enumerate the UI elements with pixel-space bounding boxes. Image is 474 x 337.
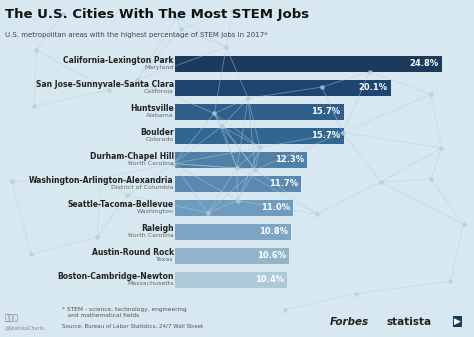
Text: Washington-Arlington-Alexandria: Washington-Arlington-Alexandria: [29, 176, 173, 185]
Point: [59, 11, 67, 17]
Point: [318, 84, 326, 90]
Point: [281, 307, 289, 312]
Point: [366, 69, 374, 74]
Point: [105, 87, 113, 93]
Point: [339, 130, 346, 135]
Text: 10.8%: 10.8%: [259, 227, 288, 237]
Bar: [175, 56, 442, 72]
Point: [97, 175, 105, 181]
Point: [229, 8, 237, 13]
Text: 10.6%: 10.6%: [257, 251, 286, 261]
Text: Seattle-Tacoma-Bellevue: Seattle-Tacoma-Bellevue: [67, 200, 173, 209]
Bar: [175, 152, 307, 168]
Text: Raleigh: Raleigh: [141, 224, 173, 233]
Text: @StatistaCharts: @StatistaCharts: [5, 325, 45, 330]
Point: [204, 210, 211, 215]
Point: [427, 92, 435, 97]
Text: 11.7%: 11.7%: [269, 179, 298, 188]
Text: Alabama: Alabama: [146, 113, 173, 118]
Text: 11.0%: 11.0%: [261, 204, 290, 212]
Point: [233, 165, 241, 171]
Text: 20.1%: 20.1%: [359, 83, 388, 92]
Point: [256, 145, 264, 150]
Bar: [175, 176, 301, 192]
Text: ⒸⓘⒺ: ⒸⓘⒺ: [5, 313, 18, 323]
Text: U.S. metropolitan areas with the highest percentage of STEM jobs in 2017*: U.S. metropolitan areas with the highest…: [5, 32, 267, 38]
Text: Huntsville: Huntsville: [130, 104, 173, 113]
Point: [93, 235, 101, 240]
Point: [438, 145, 445, 151]
Point: [222, 44, 230, 50]
Point: [133, 78, 140, 83]
Point: [27, 251, 35, 257]
Point: [177, 26, 184, 32]
Bar: [175, 200, 293, 216]
Text: Massachusetts: Massachusetts: [127, 281, 173, 286]
Point: [377, 179, 385, 185]
Text: 12.3%: 12.3%: [275, 155, 304, 164]
Bar: [175, 272, 287, 288]
Text: 10.4%: 10.4%: [255, 275, 284, 284]
Text: 24.8%: 24.8%: [409, 59, 438, 68]
Point: [123, 192, 131, 198]
Text: Colorado: Colorado: [146, 137, 173, 142]
Text: District of Columbia: District of Columbia: [111, 185, 173, 190]
Text: * STEM - science, technology, engineering
   and mathematical fields: * STEM - science, technology, engineerin…: [62, 307, 186, 318]
Point: [210, 111, 218, 116]
Point: [352, 291, 359, 296]
Text: San Jose-Sunnyvale-Santa Clara: San Jose-Sunnyvale-Santa Clara: [36, 80, 173, 89]
Text: North Carolina: North Carolina: [128, 161, 173, 166]
Text: 15.7%: 15.7%: [311, 131, 341, 140]
Point: [244, 96, 252, 101]
Point: [30, 103, 38, 109]
Bar: [175, 224, 292, 240]
Point: [170, 161, 177, 166]
Point: [218, 124, 226, 129]
Point: [234, 198, 241, 203]
Text: Washington: Washington: [137, 209, 173, 214]
Text: Texas: Texas: [156, 257, 173, 262]
Bar: [175, 104, 344, 120]
Text: ▶: ▶: [454, 317, 461, 326]
Text: Austin-Round Rock: Austin-Round Rock: [91, 248, 173, 257]
Text: The U.S. Cities With The Most STEM Jobs: The U.S. Cities With The Most STEM Jobs: [5, 8, 309, 22]
Text: Boston-Cambridge-Newton: Boston-Cambridge-Newton: [57, 272, 173, 281]
Text: statista: statista: [386, 317, 431, 327]
Text: Boulder: Boulder: [140, 128, 173, 137]
Point: [460, 222, 467, 227]
Text: California: California: [144, 89, 173, 94]
Point: [8, 179, 16, 184]
Point: [173, 14, 180, 20]
Point: [32, 48, 40, 53]
Text: 15.7%: 15.7%: [311, 107, 341, 116]
Text: North Carolina: North Carolina: [128, 233, 173, 238]
Text: Maryland: Maryland: [145, 65, 173, 70]
Text: Forbes: Forbes: [329, 317, 369, 327]
Bar: [175, 128, 344, 144]
Bar: [175, 80, 391, 96]
Point: [447, 279, 454, 284]
Point: [428, 176, 435, 182]
Bar: [175, 248, 289, 264]
Point: [313, 212, 321, 217]
Text: Source: Bureau of Labor Statistics, 24/7 Wall Street: Source: Bureau of Labor Statistics, 24/7…: [62, 324, 203, 329]
Text: California-Lexington Park: California-Lexington Park: [63, 56, 173, 65]
Text: Durham-Chapel Hill: Durham-Chapel Hill: [90, 152, 173, 161]
Point: [251, 167, 259, 172]
